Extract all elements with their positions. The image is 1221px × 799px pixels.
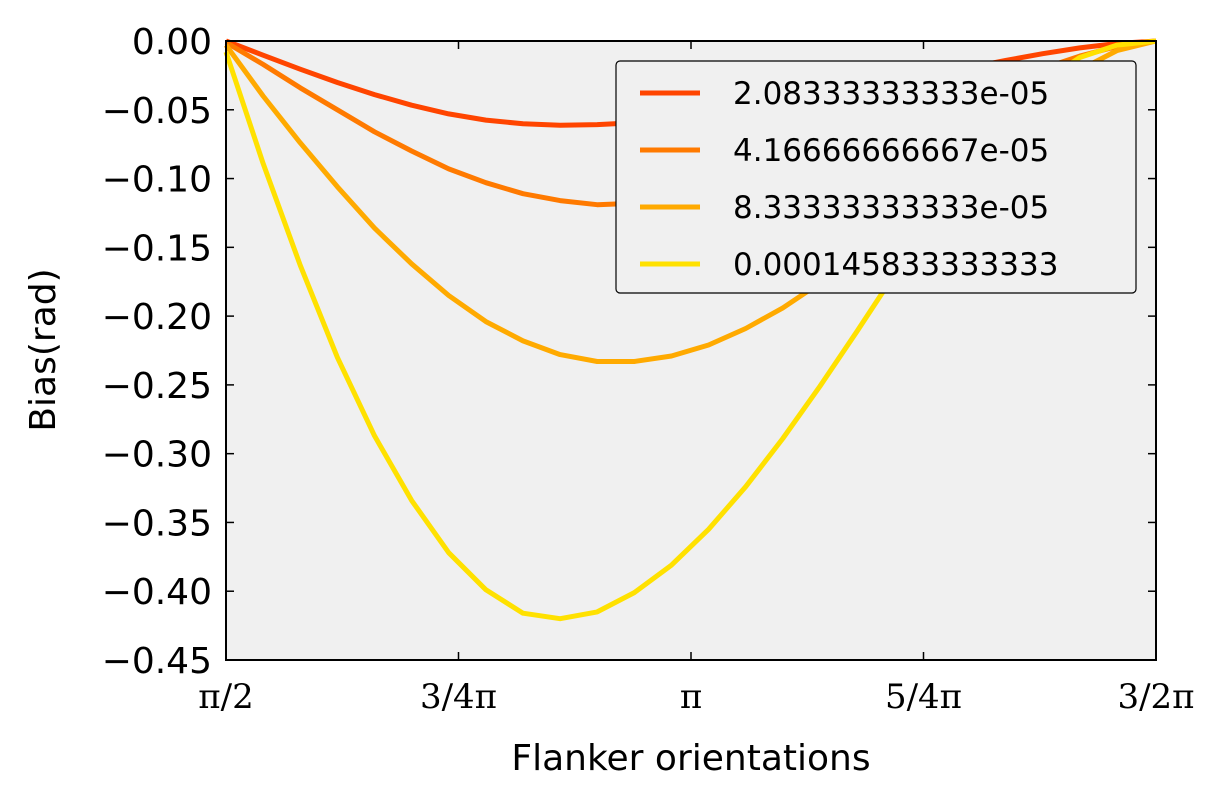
y-tick-label: 0.00 xyxy=(132,22,212,63)
legend-label: 0.000145833333333 xyxy=(733,247,1058,283)
y-tick-label: −0.25 xyxy=(102,366,212,407)
y-tick-label: −0.30 xyxy=(102,435,212,476)
y-tick-label: −0.35 xyxy=(102,503,212,544)
legend-label: 8.33333333333e-05 xyxy=(733,190,1049,226)
legend: 2.08333333333e-05 4.16666666667e-05 8.3333… xyxy=(615,60,1137,294)
x-tick-label: π/2 xyxy=(198,677,253,717)
x-tick-label: 3/4π xyxy=(420,677,497,717)
y-tick-label: −0.40 xyxy=(102,572,212,613)
y-tick-label: −0.45 xyxy=(102,641,212,682)
x-axis-label: Flanker orientations xyxy=(511,738,870,779)
x-tick-label: 3/2π xyxy=(1117,677,1194,717)
legend-label: 2.08333333333e-05 xyxy=(733,76,1049,112)
y-tick-label: −0.10 xyxy=(102,160,212,201)
y-tick-label: −0.20 xyxy=(102,297,212,338)
y-tick-label: −0.15 xyxy=(102,228,212,269)
x-tick-label: 5/4π xyxy=(885,677,962,717)
y-axis-label: Bias(rad) xyxy=(23,268,64,431)
x-axis: π/2 3/4π π 5/4π 3/2π xyxy=(198,41,1195,717)
legend-box xyxy=(615,60,1137,294)
y-axis: 0.00 −0.05 −0.10 −0.15 −0.20 −0.25 −0.30 −0.35 −… xyxy=(102,22,1156,682)
x-tick-label: π xyxy=(680,677,702,717)
legend-label: 4.16666666667e-05 xyxy=(733,133,1049,169)
y-tick-label: −0.05 xyxy=(102,91,212,132)
